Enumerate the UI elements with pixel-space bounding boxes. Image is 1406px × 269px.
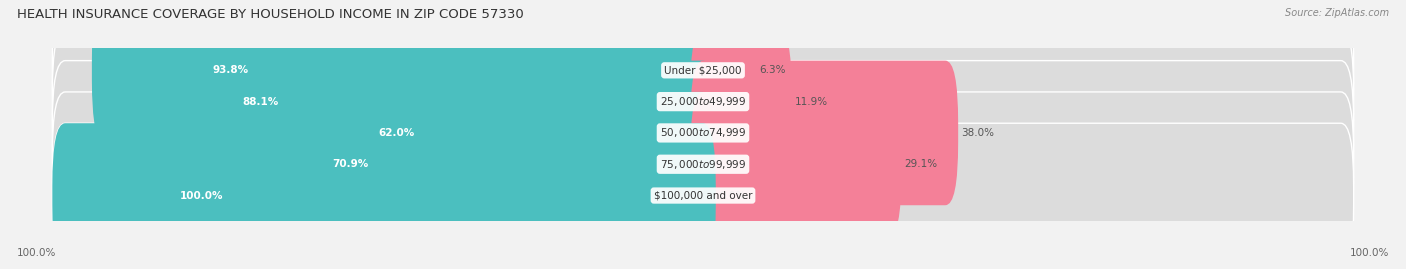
FancyBboxPatch shape: [128, 29, 716, 174]
FancyBboxPatch shape: [52, 123, 716, 268]
FancyBboxPatch shape: [690, 123, 1354, 268]
FancyBboxPatch shape: [52, 92, 716, 236]
Text: 100.0%: 100.0%: [17, 248, 56, 258]
Text: 100.0%: 100.0%: [1350, 248, 1389, 258]
Text: Source: ZipAtlas.com: Source: ZipAtlas.com: [1285, 8, 1389, 18]
FancyBboxPatch shape: [52, 61, 716, 205]
FancyBboxPatch shape: [690, 61, 1354, 205]
Text: 11.9%: 11.9%: [794, 97, 828, 107]
FancyBboxPatch shape: [295, 61, 716, 205]
FancyBboxPatch shape: [690, 0, 756, 143]
FancyBboxPatch shape: [238, 92, 716, 236]
FancyBboxPatch shape: [52, 123, 716, 268]
FancyBboxPatch shape: [690, 92, 1354, 236]
Text: 70.9%: 70.9%: [332, 159, 368, 169]
FancyBboxPatch shape: [52, 29, 716, 174]
Text: 88.1%: 88.1%: [242, 97, 278, 107]
Text: 100.0%: 100.0%: [180, 190, 224, 200]
FancyBboxPatch shape: [690, 92, 901, 236]
FancyBboxPatch shape: [52, 0, 716, 143]
Text: 38.0%: 38.0%: [962, 128, 994, 138]
FancyBboxPatch shape: [690, 29, 1354, 174]
FancyBboxPatch shape: [690, 61, 957, 205]
FancyBboxPatch shape: [91, 0, 716, 143]
Text: $100,000 and over: $100,000 and over: [654, 190, 752, 200]
Text: $25,000 to $49,999: $25,000 to $49,999: [659, 95, 747, 108]
Text: 0.0%: 0.0%: [718, 190, 745, 200]
Text: $75,000 to $99,999: $75,000 to $99,999: [659, 158, 747, 171]
Text: Under $25,000: Under $25,000: [664, 65, 742, 75]
Text: 29.1%: 29.1%: [904, 159, 938, 169]
FancyBboxPatch shape: [690, 29, 792, 174]
Text: HEALTH INSURANCE COVERAGE BY HOUSEHOLD INCOME IN ZIP CODE 57330: HEALTH INSURANCE COVERAGE BY HOUSEHOLD I…: [17, 8, 523, 21]
Text: 62.0%: 62.0%: [378, 128, 415, 138]
FancyBboxPatch shape: [690, 0, 1354, 143]
Text: 93.8%: 93.8%: [212, 65, 249, 75]
Text: $50,000 to $74,999: $50,000 to $74,999: [659, 126, 747, 139]
Text: 6.3%: 6.3%: [759, 65, 786, 75]
